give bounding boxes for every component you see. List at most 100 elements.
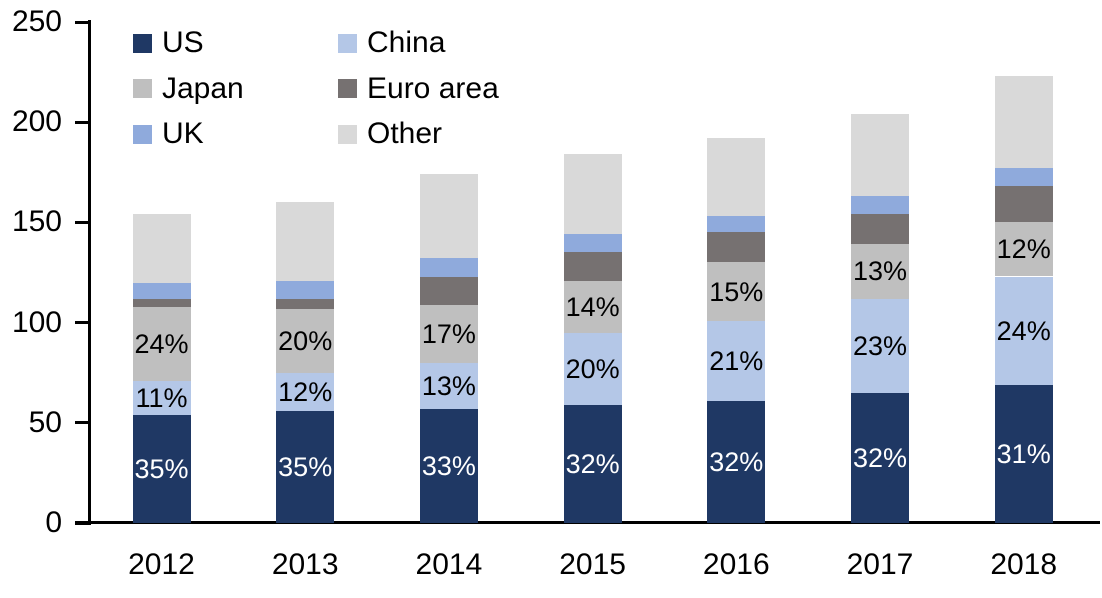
bar-segment-euro-area — [419, 276, 478, 305]
y-tick — [75, 20, 88, 24]
bar-label-us: 32% — [709, 446, 764, 477]
bar-segment-uk — [563, 234, 622, 253]
bar-segment-japan — [276, 308, 335, 373]
x-tick-label: 2018 — [990, 548, 1058, 581]
bar-label-china: 12% — [278, 376, 333, 407]
bar-label-us: 35% — [134, 453, 189, 484]
legend-label: Japan — [162, 71, 244, 105]
bar-segment-uk — [994, 168, 1053, 187]
bar-segment-us — [994, 384, 1053, 523]
legend-swatch-us — [133, 33, 152, 53]
bar-segment-euro-area — [563, 252, 622, 281]
y-tick — [75, 421, 88, 425]
bar-label-japan: 12% — [996, 234, 1051, 265]
bar-segment-us — [132, 414, 191, 523]
bar-segment-china — [707, 320, 766, 401]
x-tick-label: 2015 — [559, 548, 626, 581]
bar-label-us: 32% — [565, 448, 620, 479]
y-tick — [75, 220, 88, 224]
legend-swatch-japan — [133, 79, 152, 98]
y-tick-label: 0 — [45, 506, 62, 539]
y-tick-label: 250 — [11, 5, 62, 38]
legend-item-uk: UK — [133, 117, 204, 150]
bar-segment-us — [563, 404, 622, 523]
legend-swatch-euro-area — [338, 79, 357, 98]
y-tick-label: 200 — [11, 105, 62, 139]
legend-item-us: US — [133, 26, 204, 59]
y-axis-line — [88, 20, 91, 525]
bar-label-china: 23% — [852, 330, 908, 361]
bar-label-japan: 13% — [852, 256, 908, 287]
bar-segment-china — [851, 298, 909, 393]
bar-segment-other — [276, 202, 335, 281]
bar-label-china: 20% — [565, 353, 620, 384]
bar-segment-euro-area — [707, 232, 766, 263]
bar-segment-euro-area — [994, 186, 1053, 223]
bar-label-japan: 15% — [709, 276, 764, 307]
legend-label: US — [162, 26, 204, 59]
legend-swatch-other — [338, 124, 357, 144]
x-tick-label: 2013 — [271, 548, 339, 581]
bar-segment-japan — [851, 244, 909, 299]
bar-segment-japan — [563, 280, 622, 333]
legend-swatch-uk — [133, 124, 152, 144]
x-tick-label: 2017 — [846, 548, 914, 581]
legend-label: Euro area — [367, 71, 499, 105]
bar-label-us: 33% — [421, 450, 476, 481]
bar-segment-china — [276, 372, 335, 411]
bar-segment-china — [994, 276, 1053, 385]
bar-segment-other — [707, 138, 766, 217]
y-tick-label: 100 — [11, 305, 62, 339]
bar-segment-us — [707, 400, 766, 523]
bar-segment-china — [132, 380, 191, 415]
bar-segment-other — [563, 154, 622, 235]
bar-segment-uk — [276, 280, 335, 299]
bar-segment-uk — [707, 216, 766, 233]
bar-label-us: 32% — [852, 442, 908, 473]
legend-label: China — [367, 26, 446, 59]
bar-segment-us — [851, 392, 909, 523]
bar-segment-us — [276, 410, 335, 523]
bar-label-china: 21% — [709, 345, 764, 376]
bar-segment-us — [419, 408, 478, 523]
legend-item-china: China — [338, 26, 446, 59]
bar-label-japan: 14% — [565, 291, 620, 322]
legend-item-japan: Japan — [133, 71, 244, 105]
bar-segment-other — [851, 114, 909, 197]
bar-segment-japan — [707, 262, 766, 321]
y-tick — [75, 521, 88, 525]
bar-segment-other — [132, 214, 191, 283]
bar-segment-china — [563, 332, 622, 405]
legend-item-other: Other — [338, 117, 443, 150]
legend-label: Other — [367, 117, 443, 150]
bar-segment-japan — [419, 304, 478, 363]
bar-segment-other — [994, 76, 1053, 169]
bar-label-china: 11% — [135, 382, 188, 413]
x-tick-label: 2012 — [128, 548, 195, 581]
bar-segment-uk — [851, 196, 909, 215]
bar-segment-euro-area — [851, 214, 909, 245]
bar-segment-japan — [132, 306, 191, 381]
x-tick-label: 2014 — [415, 548, 483, 581]
legend-swatch-china — [338, 33, 357, 53]
legend-label: UK — [162, 117, 204, 150]
bar-segment-euro-area — [276, 298, 335, 309]
bar-segment-china — [419, 362, 478, 409]
bar-label-us: 35% — [278, 451, 333, 482]
y-tick — [75, 321, 88, 325]
bar-segment-euro-area — [132, 298, 191, 307]
bar-label-japan: 17% — [421, 318, 476, 349]
bar-label-japan: 24% — [134, 328, 189, 359]
bar-segment-uk — [419, 258, 478, 277]
x-tick-label: 2016 — [702, 548, 770, 581]
bar-segment-japan — [994, 222, 1053, 277]
y-tick-label: 50 — [28, 405, 62, 439]
y-tick — [75, 120, 88, 124]
bar-label-china: 13% — [421, 370, 476, 401]
bar-segment-other — [419, 174, 478, 259]
legend-item-euro-area: Euro area — [338, 71, 499, 105]
bar-label-china: 24% — [996, 315, 1051, 346]
bar-label-japan: 20% — [278, 325, 333, 356]
bar-segment-uk — [132, 282, 191, 299]
